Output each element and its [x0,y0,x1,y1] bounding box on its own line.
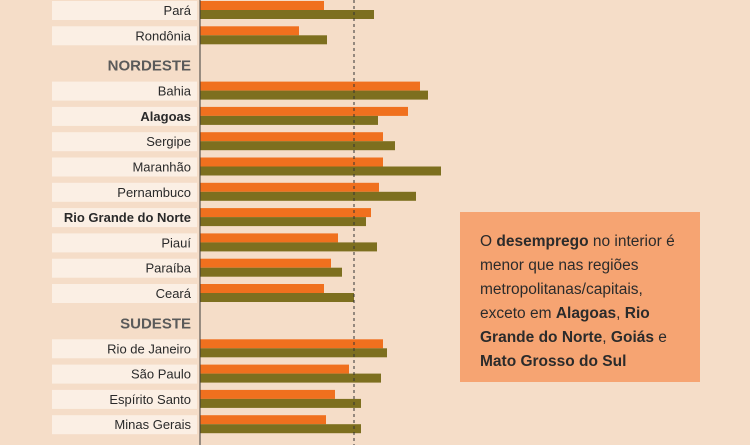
bar-series-1 [200,258,331,268]
row-label-box [52,182,197,202]
row-label-box [52,389,197,409]
bar-series-1 [200,106,408,116]
row-label: Ceará [156,286,192,301]
bar-series-2 [200,191,416,201]
row-label: Maranhão [132,160,191,175]
bar-series-2 [200,293,354,302]
bar-series-2 [200,242,377,252]
bar-series-1 [200,81,420,91]
bar-series-2 [200,373,381,383]
bar-series-2 [200,398,361,408]
row-label: Rondônia [135,28,191,43]
row-label: Pernambuco [117,185,191,200]
row-label-box [52,26,197,46]
bar-series-1 [200,339,383,349]
bar-series-1 [200,157,383,167]
row-label: Bahia [158,84,192,99]
bar-series-2 [200,217,366,227]
bar-series-2 [200,141,395,151]
bar-series-1 [200,26,299,36]
bar-series-1 [200,182,379,192]
callout-text: , [602,329,611,346]
row-label-box [52,339,197,359]
bar-series-2 [200,424,361,434]
row-label-box [52,157,197,177]
callout-text: O [480,233,497,250]
bar-series-2 [200,10,374,19]
callout-text: Goiás [610,329,654,346]
callout-text: , [616,305,625,322]
callout-box: O desemprego no interior é menor que nas… [460,212,700,382]
row-label-box [52,284,197,303]
region-title: SUDESTE [120,315,191,332]
callout-text: Mato Grosso do Sul [480,353,627,370]
row-label: Rio de Janeiro [107,341,191,356]
row-label: São Paulo [131,367,191,382]
row-label: Minas Gerais [114,417,191,432]
bar-series-2 [200,35,327,45]
bar-series-1 [200,364,349,374]
bar-series-1 [200,1,324,10]
row-label-box [52,233,197,253]
bar-series-2 [200,90,428,100]
bar-series-2 [200,115,378,125]
callout-text: Rio Grande do Norte [480,305,650,346]
bar-series-2 [200,267,342,277]
bar-series-2 [200,348,387,358]
row-label: Piauí [161,235,191,250]
callout-text: no interior é menor que nas regiões metr… [480,233,675,322]
row-label-box [52,106,197,126]
row-label-box [52,258,197,278]
row-label: Espírito Santo [109,392,191,407]
row-label-box [52,415,197,435]
bar-series-2 [200,166,441,176]
row-label: Alagoas [140,109,191,124]
callout-text: desemprego [496,233,589,250]
bar-series-1 [200,233,338,243]
row-label-box [52,364,197,384]
callout-text: Alagoas [555,305,617,322]
bar-series-1 [200,284,324,293]
row-label: Sergipe [146,134,191,149]
row-label: Rio Grande do Norte [64,210,191,225]
bar-series-1 [200,208,371,218]
region-title: NORDESTE [108,58,191,75]
bar-series-1 [200,415,326,425]
row-label: Pará [164,3,192,18]
row-label-box [52,81,197,101]
row-label-box [52,132,197,152]
row-label-box [52,208,197,228]
bar-series-1 [200,389,335,399]
row-label-box [52,1,197,20]
row-label: Paraíba [145,261,191,276]
bar-series-1 [200,132,383,142]
callout-text: e [654,329,667,346]
